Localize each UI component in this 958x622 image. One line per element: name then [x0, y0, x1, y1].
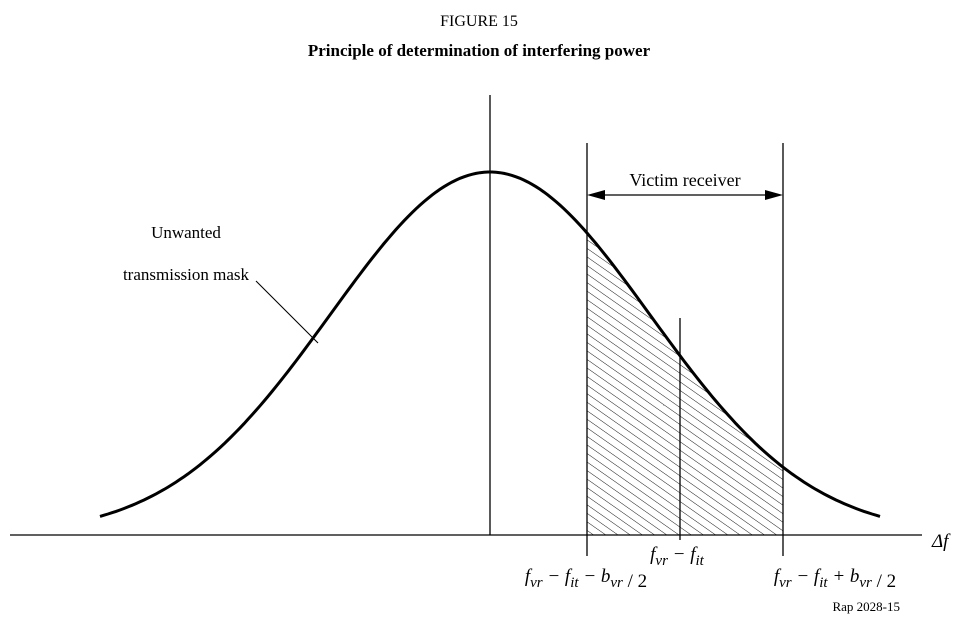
label-sub: vr — [530, 575, 543, 591]
label-part: f — [650, 544, 658, 565]
label-part: − b — [579, 566, 611, 587]
label-part: f — [525, 566, 533, 587]
label-part: − f — [792, 566, 822, 587]
label-sub: it — [570, 575, 579, 591]
axis-label: Δf — [931, 531, 951, 552]
figure-title: Principle of determination of interferin… — [308, 41, 651, 60]
label-part: − f — [543, 566, 573, 587]
label-sub: vr — [779, 575, 792, 591]
label-sub: it — [696, 553, 705, 569]
label-part: − f — [668, 544, 698, 565]
freq-label: fvr − fit − bvr / 2 — [525, 566, 647, 592]
freq-label: fvr − fit — [650, 544, 705, 569]
victim-label: Victim receiver — [629, 170, 740, 190]
label-part: f — [774, 566, 782, 587]
label-part: + b — [828, 566, 860, 587]
mask-label: transmission mask — [123, 265, 250, 284]
label-sub: vr — [610, 575, 623, 591]
mask-curve — [99, 170, 881, 518]
label-part: / 2 — [623, 571, 647, 592]
freq-label: fvr − fit + bvr / 2 — [774, 566, 896, 592]
label-sub: vr — [655, 553, 668, 569]
leader-line — [255, 280, 319, 344]
label-sub: vr — [859, 575, 872, 591]
label-sub: it — [819, 575, 828, 591]
hatched-area — [587, 232, 783, 535]
label-part: / 2 — [872, 571, 896, 592]
figure-number: FIGURE 15 — [440, 13, 518, 30]
reference: Rap 2028-15 — [832, 599, 900, 614]
mask-label: Unwanted — [151, 223, 221, 242]
